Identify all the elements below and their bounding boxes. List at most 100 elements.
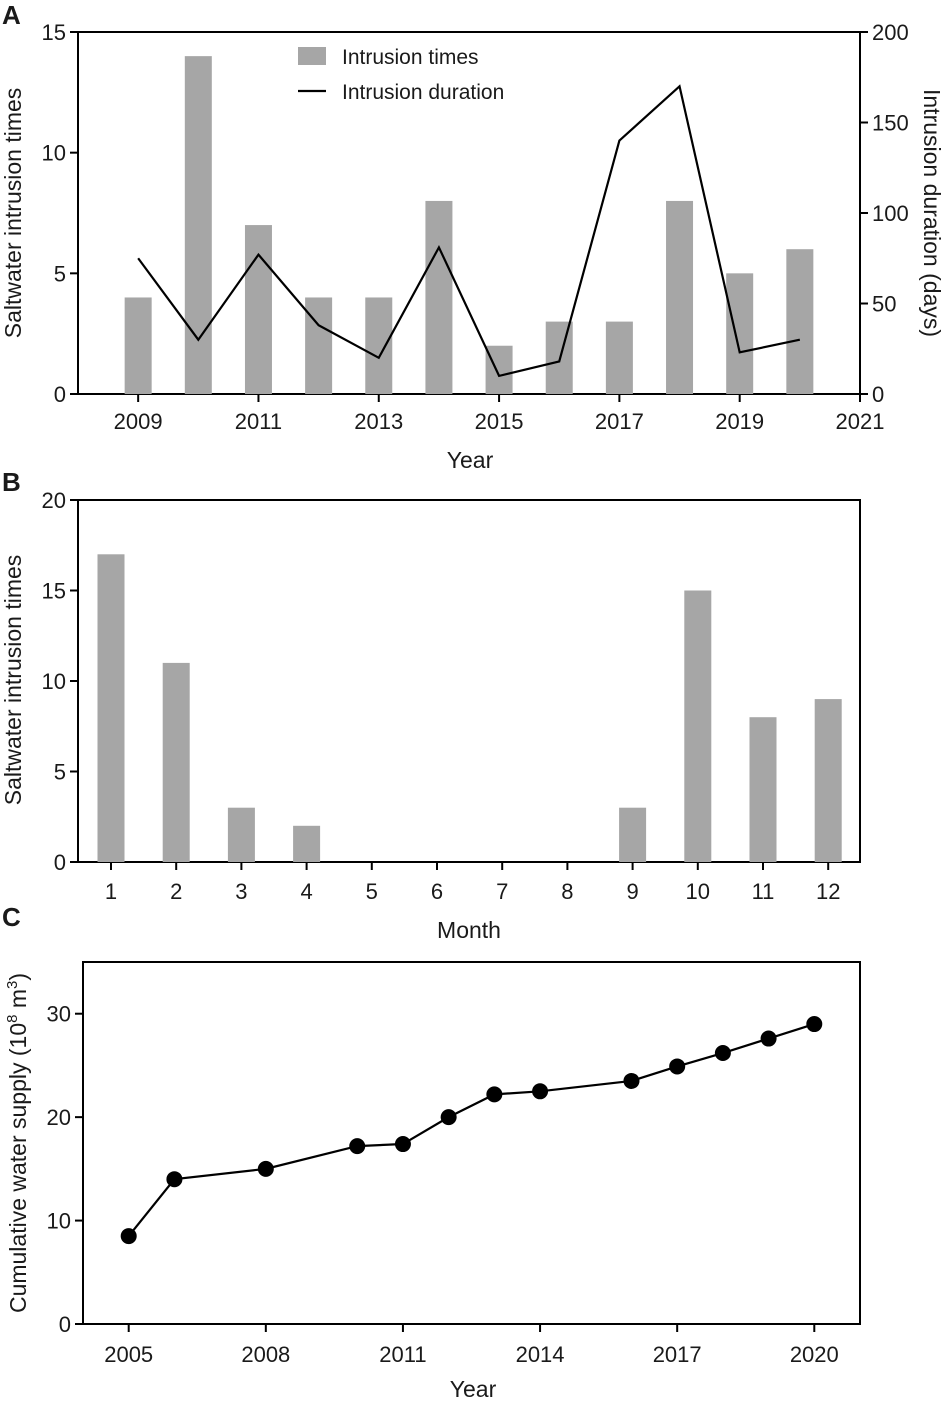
- x-tick-label: 2011: [235, 409, 282, 434]
- supply-point-2005: [120, 1228, 137, 1245]
- intrusion-times-bar-2013: [365, 297, 393, 394]
- intrusion-times-bar-2017: [605, 321, 633, 394]
- month-bar-9: [619, 807, 647, 862]
- x-tick-label: 2015: [475, 409, 524, 434]
- panel-b-x-label: Month: [437, 917, 501, 943]
- panel-c-y-label-main: Cumulative water supply (10: [5, 1023, 31, 1313]
- panel-c-x-ticks: 2005 2008 2011 2014 2017 2020: [104, 1324, 839, 1367]
- cumulative-supply-line: [127, 1023, 815, 1237]
- y-tick-label: 0: [54, 382, 66, 407]
- intrusion-times-bar-2011: [244, 225, 272, 394]
- panel-c-y-label-exp: 8: [4, 1015, 21, 1023]
- x-tick-label: 12: [816, 879, 840, 904]
- supply-point-2018: [714, 1045, 731, 1062]
- panel-b-y-ticks: 0 5 10 15 20: [42, 488, 78, 875]
- y2-tick-label: 100: [872, 201, 909, 226]
- panel-b-x-ticks: 1 2 3 4 5 6 7 8 9 10 11 12: [105, 862, 840, 904]
- intrusion-times-bar-2009: [124, 297, 152, 394]
- y-tick-label: 20: [47, 1105, 71, 1130]
- intrusion-times-bar-2010: [184, 56, 212, 395]
- panel-a-bars: [124, 56, 814, 395]
- supply-point-2010: [349, 1138, 366, 1155]
- x-tick-label: 2013: [354, 409, 403, 434]
- panel-c-label: C: [2, 902, 21, 932]
- y2-tick-label: 50: [872, 292, 896, 317]
- x-tick-label: 8: [561, 879, 573, 904]
- panel-c-y-ticks: 0 10 20 30: [47, 1002, 83, 1337]
- panel-a-y-ticks: 0 5 10 15: [42, 20, 78, 407]
- legend-bar-swatch: [298, 47, 326, 65]
- y-tick-label: 10: [42, 669, 66, 694]
- x-tick-label: 2011: [379, 1342, 426, 1367]
- supply-point-2011: [394, 1136, 411, 1153]
- panel-a-legend: Intrusion times Intrusion duration: [298, 46, 504, 104]
- panel-a: A 2009 2011 2013 2015 2017 2019 2021 0 5 10 15 0 5…: [0, 0, 945, 473]
- month-bar-10: [684, 590, 712, 862]
- x-tick-label: 2017: [653, 1342, 702, 1367]
- panel-a-y2-ticks: 0 50 100 150 200: [860, 20, 909, 407]
- x-tick-label: 4: [300, 879, 312, 904]
- supply-point-2019: [760, 1030, 777, 1047]
- y-tick-label: 5: [54, 261, 66, 286]
- month-bar-12: [814, 699, 842, 862]
- supply-point-2017: [669, 1058, 686, 1075]
- intrusion-times-bar-2015: [485, 345, 513, 394]
- supply-point-2008: [257, 1160, 274, 1177]
- panel-c-y-label-close: ): [5, 973, 31, 981]
- supply-point-2014: [532, 1083, 549, 1100]
- y2-tick-label: 200: [872, 20, 909, 45]
- panel-c-x-label: Year: [450, 1376, 497, 1402]
- supply-point-2020: [806, 1016, 823, 1033]
- intrusion-times-bar-2019: [726, 273, 754, 394]
- x-tick-label: 2021: [836, 409, 885, 434]
- y-tick-label: 20: [42, 488, 66, 513]
- intrusion-times-bar-2012: [305, 297, 333, 394]
- panel-a-label: A: [2, 0, 21, 30]
- x-tick-label: 3: [235, 879, 247, 904]
- panel-b-label: B: [2, 467, 21, 497]
- y-tick-label: 0: [54, 850, 66, 875]
- y2-tick-label: 150: [872, 111, 909, 136]
- y-tick-label: 15: [42, 20, 66, 45]
- y-tick-label: 30: [47, 1002, 71, 1027]
- x-tick-label: 2019: [715, 409, 764, 434]
- panel-a-x-label: Year: [447, 447, 494, 473]
- x-tick-label: 2008: [241, 1342, 290, 1367]
- x-tick-label: 2020: [790, 1342, 839, 1367]
- y2-tick-label: 0: [872, 382, 884, 407]
- intrusion-duration-line: [137, 84, 801, 378]
- supply-point-2013: [486, 1086, 503, 1103]
- panel-a-x-ticks: 2009 2011 2013 2015 2017 2019 2021: [114, 394, 885, 434]
- y-tick-label: 10: [47, 1209, 71, 1234]
- y-tick-label: 5: [54, 760, 66, 785]
- y-tick-label: 0: [59, 1312, 71, 1337]
- x-tick-label: 9: [626, 879, 638, 904]
- panel-c-frame: [82, 961, 861, 1325]
- panel-c-y-label-unit-exp: 3: [4, 981, 21, 989]
- x-tick-label: 2009: [114, 409, 163, 434]
- x-tick-label: 11: [752, 879, 775, 904]
- supply-point-2016: [623, 1072, 640, 1089]
- panel-a-y2-label: Intrusion duration (days): [919, 89, 945, 337]
- y-tick-label: 10: [42, 141, 66, 166]
- month-bar-11: [749, 717, 777, 862]
- panel-c-points: [120, 1016, 823, 1245]
- month-bar-1: [97, 554, 125, 862]
- panel-b-frame: [77, 499, 861, 863]
- x-tick-label: 2: [170, 879, 182, 904]
- x-tick-label: 1: [105, 879, 117, 904]
- x-tick-label: 6: [431, 879, 443, 904]
- panel-a-y-label: Saltwater intrusion times: [0, 88, 26, 339]
- y-tick-label: 15: [42, 579, 66, 604]
- intrusion-times-bar-2020: [786, 249, 814, 394]
- month-bar-2: [162, 662, 190, 862]
- legend-line-label: Intrusion duration: [342, 81, 504, 104]
- supply-point-2012: [440, 1109, 457, 1126]
- x-tick-label: 2017: [595, 409, 644, 434]
- panel-b-bars: [97, 554, 842, 862]
- panel-b-y-label: Saltwater intrusion times: [0, 555, 26, 806]
- supply-point-2006: [166, 1171, 183, 1188]
- month-bar-3: [227, 807, 255, 862]
- x-tick-label: 5: [366, 879, 378, 904]
